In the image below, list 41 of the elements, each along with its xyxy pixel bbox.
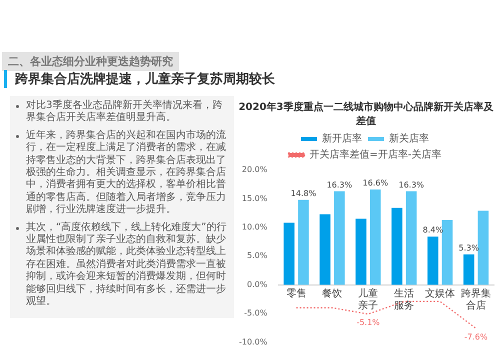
bar	[427, 236, 438, 285]
bar	[298, 200, 309, 285]
data-label: -5.1%	[356, 318, 380, 328]
data-label: 14.8%	[290, 188, 317, 198]
y-tick-label: 10.0%	[242, 222, 268, 232]
bar	[406, 191, 417, 285]
y-tick-label: -5.0%	[244, 308, 268, 318]
y-tick-label: 20.0%	[242, 165, 268, 174]
x-tick-label: 儿童亲子	[358, 287, 378, 312]
bar	[370, 190, 381, 285]
data-label: 16.3%	[326, 180, 353, 190]
y-tick-label: 15.0%	[242, 194, 268, 203]
bar	[334, 191, 345, 285]
x-tick-label: 餐饮	[322, 287, 342, 300]
text: 对比3季度各业态品牌新开关率情况来看，跨界集合店开关店率差值明显升高。	[26, 100, 224, 125]
text: 跨界集合店洗牌提速，儿童亲子复苏周期较长	[4, 70, 275, 88]
text: 其次，“高度依赖线下，线上转化难度大”的行业属性也限制了亲子业态的自救和复苏。缺少场景和体验感的赋能，此类体验业态转型线上存在困难。虽然消费者对此类消费需求一直被抑制，或许会迎来短暂的消费爆发期，但何时能够回归线下，持续时间有多长，还需进一步观望。	[26, 222, 228, 308]
bar	[463, 254, 474, 285]
data-label: 16.3%	[398, 180, 424, 190]
y-tick-label: 0.0%	[246, 280, 268, 289]
x-tick-label: 生活服务	[394, 287, 414, 312]
data-label: -7.6%	[464, 332, 488, 342]
x-tick-label: 跨界集合店	[461, 287, 492, 312]
line-series	[296, 300, 477, 330]
bar	[320, 214, 330, 285]
bar	[478, 210, 489, 285]
y-tick-label: -10.0%	[238, 337, 268, 346]
bar	[442, 220, 453, 285]
chart-title: 2020年3季度重点一二线城市购物中心品牌新开关店率及差值	[238, 100, 494, 128]
legend-label: 开关店率差值=开店率-关店率	[310, 148, 442, 161]
legend-label: 新开店率	[322, 132, 362, 145]
legend-label: 新关店率	[389, 132, 429, 145]
bar	[284, 222, 294, 285]
y-tick-label: 5.0%	[246, 251, 268, 260]
text: 近年来，跨界集合店的兴起和在国内市场的流行，在一定程度上满足了消费者的需求，在减持零售业态的大背景下，跨界集合店表现出了极强的生命力。相关调查显示，在跨界集合店中，消费者拥有更大的选择权，客单价相比普通的零售店高。但随着入局者增多，竞争压力剧增，行业洗牌速度进一步提升。	[26, 130, 227, 217]
data-label: 16.6%	[362, 178, 388, 188]
bar	[392, 208, 402, 285]
x-tick-label: 零售	[286, 287, 306, 300]
x-tick-label: 文娱体	[425, 287, 456, 300]
bar	[356, 218, 366, 285]
text: 二、各业态细分业种更迭趋势研究	[2, 52, 179, 71]
